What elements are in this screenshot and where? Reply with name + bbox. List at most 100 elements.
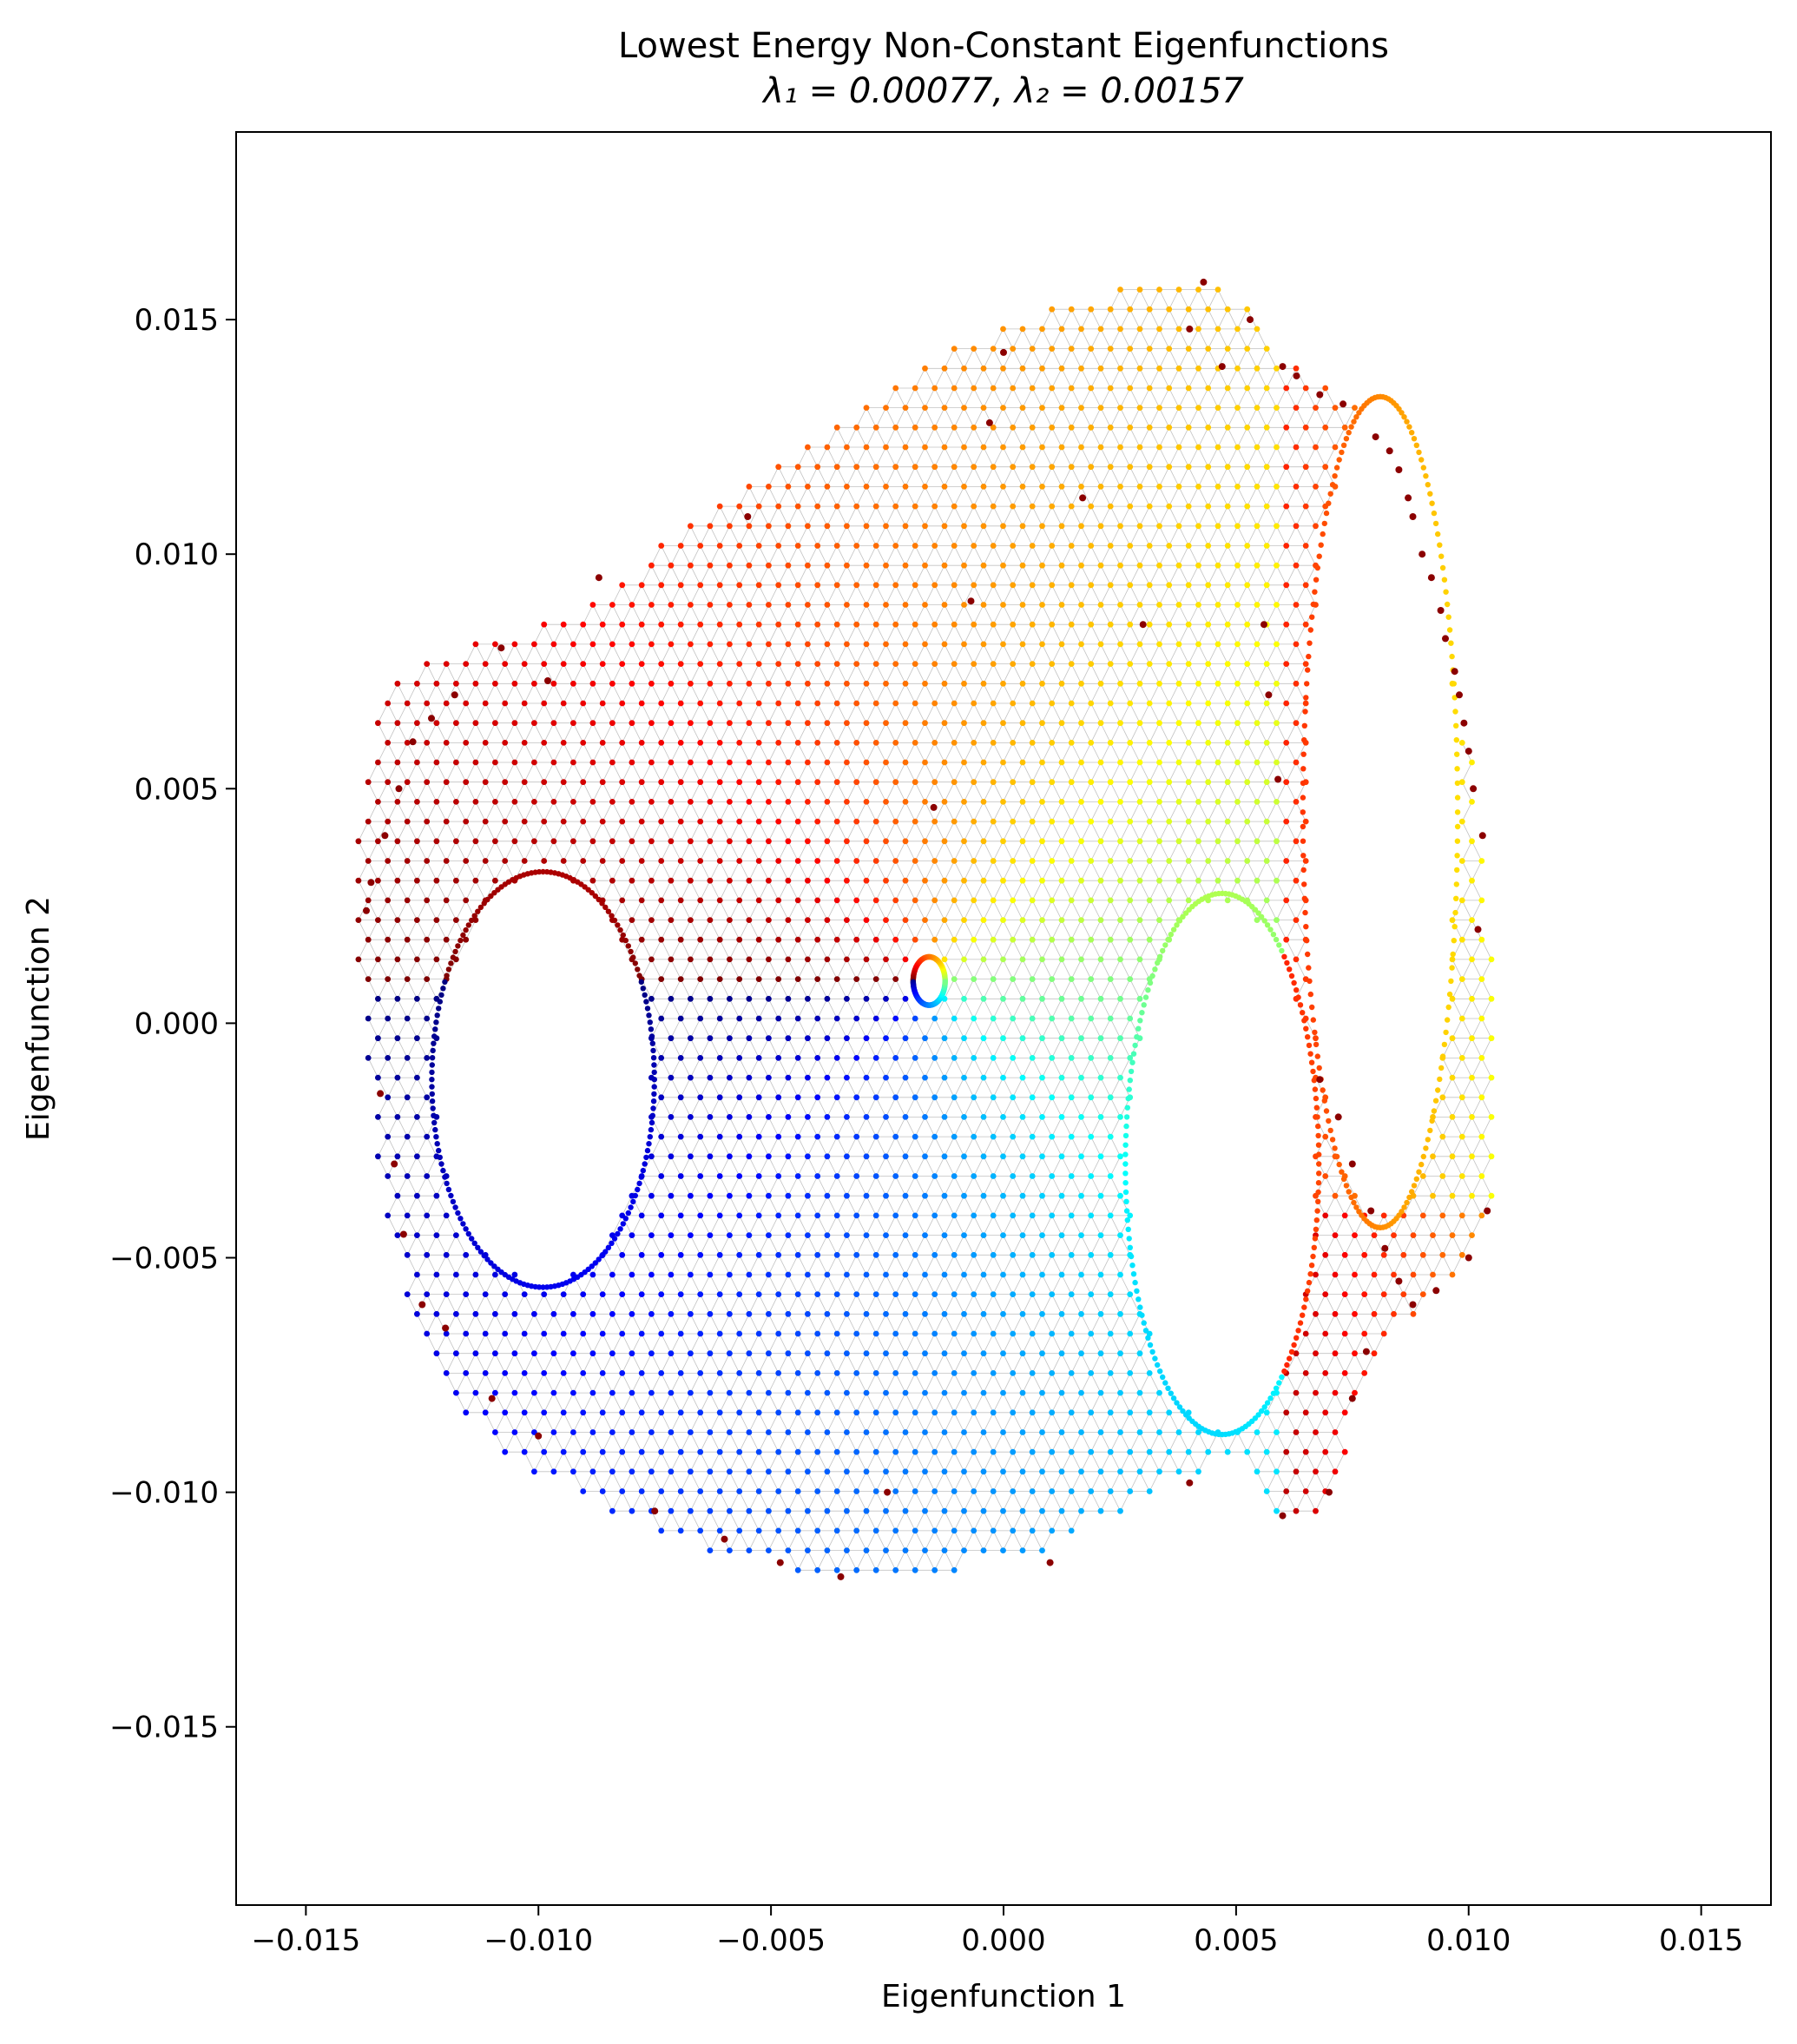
eigen-point bbox=[1175, 287, 1182, 293]
eigen-point bbox=[1332, 1232, 1339, 1238]
eigen-point bbox=[1258, 1408, 1265, 1414]
eigen-point bbox=[453, 799, 459, 805]
eigen-point bbox=[550, 680, 557, 687]
eigen-point bbox=[482, 1370, 489, 1376]
eigen-point bbox=[785, 484, 792, 490]
eigen-point bbox=[707, 602, 714, 608]
eigen-point bbox=[707, 1429, 714, 1435]
eigen-point bbox=[961, 484, 967, 490]
eigen-point bbox=[638, 582, 645, 589]
eigen-point bbox=[902, 562, 909, 569]
eigen-point bbox=[1078, 1232, 1084, 1238]
eigen-point bbox=[658, 1488, 665, 1494]
eigen-point bbox=[971, 1251, 977, 1258]
eigen-point bbox=[1088, 346, 1095, 352]
eigen-point bbox=[872, 464, 879, 471]
eigen-point bbox=[980, 1468, 987, 1475]
eigen-point bbox=[1478, 1133, 1485, 1140]
eigen-point bbox=[688, 1310, 694, 1317]
eigen-point bbox=[1224, 897, 1231, 904]
eigen-point bbox=[1175, 602, 1182, 608]
eigen-point bbox=[1185, 503, 1192, 510]
eigen-point bbox=[931, 700, 938, 707]
eigen-point bbox=[892, 424, 899, 431]
eigen-point bbox=[1185, 700, 1192, 707]
eigen-point bbox=[414, 1074, 420, 1081]
eigen-point bbox=[794, 936, 801, 943]
eigen-point bbox=[1313, 1217, 1320, 1223]
eigen-point bbox=[872, 582, 879, 589]
eigen-point bbox=[668, 562, 675, 569]
eigen-point bbox=[980, 1153, 987, 1160]
eigen-point bbox=[1263, 818, 1270, 825]
eigen-point bbox=[463, 818, 470, 825]
eigen-point bbox=[961, 1547, 967, 1553]
eigen-point bbox=[931, 1370, 938, 1376]
eigen-point bbox=[833, 1212, 840, 1219]
eigen-point bbox=[1293, 680, 1300, 687]
eigen-point bbox=[1244, 818, 1251, 825]
eigen-point bbox=[1263, 661, 1270, 667]
eigen-point bbox=[1439, 1212, 1446, 1219]
eigen-point bbox=[1279, 947, 1285, 954]
eigen-point bbox=[1117, 484, 1123, 490]
eigen-point bbox=[472, 641, 479, 648]
eigen-point bbox=[1127, 740, 1134, 746]
eigen-point bbox=[872, 1448, 879, 1455]
eigen-point bbox=[1329, 482, 1336, 488]
eigen-point bbox=[433, 917, 440, 923]
eigen-point bbox=[775, 779, 782, 786]
eigen-point bbox=[1205, 346, 1212, 352]
eigen-point bbox=[902, 1429, 909, 1435]
eigen-point bbox=[1068, 464, 1075, 471]
eigen-point bbox=[471, 913, 477, 919]
eigen-point bbox=[1000, 1310, 1006, 1317]
eigen-point bbox=[677, 1409, 684, 1416]
eigen-point bbox=[1283, 621, 1290, 628]
eigen-point bbox=[1313, 1271, 1319, 1278]
eigen-point bbox=[1320, 1087, 1326, 1093]
eigen-point bbox=[785, 1507, 792, 1514]
eigen-point bbox=[1019, 1271, 1026, 1278]
eigen-point bbox=[1165, 1385, 1171, 1392]
eigen-point bbox=[560, 700, 567, 707]
eigen-point bbox=[707, 1468, 714, 1475]
eigen-point bbox=[550, 641, 557, 648]
eigen-point bbox=[1341, 1448, 1348, 1455]
eigen-point bbox=[951, 936, 958, 943]
eigen-point bbox=[941, 562, 948, 569]
outlier-point bbox=[930, 803, 938, 811]
eigen-point bbox=[794, 700, 801, 707]
eigen-point bbox=[1097, 562, 1104, 569]
eigen-point bbox=[599, 1330, 606, 1337]
eigen-point bbox=[1274, 838, 1280, 845]
outlier-point bbox=[1079, 494, 1087, 502]
eigen-point bbox=[1049, 621, 1056, 628]
eigen-point bbox=[1305, 1288, 1311, 1295]
eigen-point bbox=[1454, 809, 1461, 815]
eigen-point bbox=[853, 818, 860, 825]
eigen-point bbox=[1145, 1335, 1151, 1342]
eigen-point bbox=[775, 621, 782, 628]
eigen-point bbox=[1356, 410, 1362, 416]
eigen-point bbox=[1039, 877, 1045, 884]
eigen-point bbox=[931, 464, 938, 471]
eigen-point bbox=[853, 858, 860, 864]
eigen-point bbox=[883, 1232, 889, 1238]
eigen-point bbox=[902, 1350, 909, 1357]
eigen-point bbox=[1136, 956, 1143, 963]
eigen-point bbox=[755, 661, 762, 667]
eigen-point bbox=[521, 1448, 528, 1455]
eigen-point bbox=[1078, 995, 1084, 1002]
eigen-point bbox=[912, 1094, 918, 1101]
eigen-point bbox=[1469, 1192, 1475, 1199]
eigen-point bbox=[1263, 897, 1270, 904]
eigen-point bbox=[1039, 799, 1045, 805]
eigen-point bbox=[492, 1271, 498, 1278]
eigen-point bbox=[1107, 1251, 1114, 1258]
eigen-point bbox=[805, 1271, 811, 1278]
eigen-point bbox=[1049, 1370, 1056, 1376]
eigen-point bbox=[629, 917, 635, 923]
eigen-point bbox=[472, 917, 479, 923]
